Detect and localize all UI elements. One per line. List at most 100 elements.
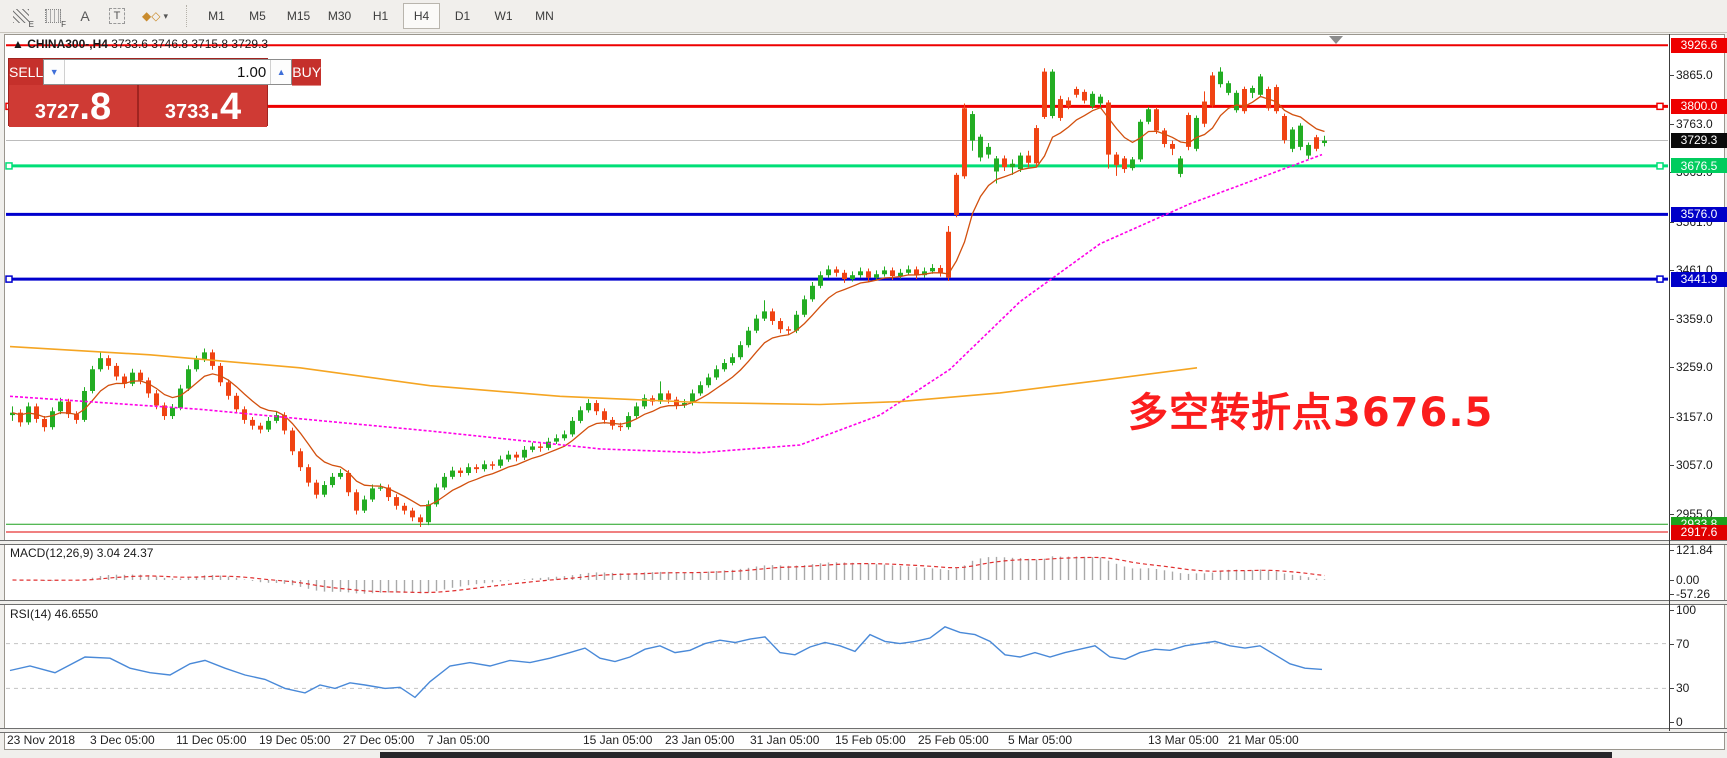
main-macd-splitter[interactable] <box>0 540 1727 545</box>
indicators-dropdown-icon[interactable]: ◆◇ ▾ <box>136 4 174 28</box>
rsi-panel[interactable] <box>4 604 1665 728</box>
rsi-tick: 70 <box>1676 636 1690 651</box>
price-badge: 3926.6 <box>1671 37 1727 53</box>
time-axis-label: 7 Jan 05:00 <box>427 733 490 747</box>
price-tick: 3865.0 <box>1676 68 1713 82</box>
chevron-down-icon: ▾ <box>163 10 168 21</box>
rsi-tick-mark <box>1669 643 1674 645</box>
buy-price[interactable]: 3733 .4 <box>139 85 267 127</box>
icon-f-subscript: F <box>61 20 66 29</box>
price-badge: 3441.9 <box>1671 271 1727 287</box>
one-click-trading-panel: SELL ▼ ▲ BUY 3727 .8 3733 .4 <box>8 58 322 127</box>
rsi-tick-mark <box>1669 722 1674 723</box>
price-tick-mark <box>1669 416 1674 418</box>
price-tick: 3057.0 <box>1676 457 1713 472</box>
timeframe-w1[interactable]: W1 <box>494 9 513 23</box>
macd-rsi-splitter[interactable] <box>0 600 1727 605</box>
price-tick: 3259.0 <box>1676 360 1713 375</box>
time-axis-label: 21 Mar 05:00 <box>1228 733 1299 747</box>
time-axis-label: 13 Mar 05:00 <box>1148 733 1219 747</box>
text-box-icon[interactable]: T <box>104 4 130 28</box>
price-tick-mark <box>1669 464 1674 466</box>
letter-a-glyph: A <box>80 8 90 24</box>
macd-label: MACD(12,26,9) 3.04 24.37 <box>10 546 154 560</box>
timeframe-m30[interactable]: M30 <box>327 9 352 23</box>
macd-tick: 0.00 <box>1676 573 1700 587</box>
timeframe-m5[interactable]: M5 <box>249 9 266 23</box>
price-tick-mark <box>1669 319 1674 321</box>
volume-increase-icon[interactable]: ▲ <box>270 60 292 84</box>
time-axis-label: 15 Feb 05:00 <box>835 733 906 747</box>
time-axis-label: 15 Jan 05:00 <box>583 733 653 747</box>
volume-decrease-icon[interactable]: ▼ <box>44 60 66 84</box>
price-badge: 2917.6 <box>1671 524 1727 540</box>
time-axis-label: 27 Dec 05:00 <box>343 733 415 747</box>
price-tick: 3157.0 <box>1676 409 1713 424</box>
time-axis-label: 3 Dec 05:00 <box>90 733 155 747</box>
macd-tick: 121.84 <box>1676 542 1713 557</box>
sell-price[interactable]: 3727 .8 <box>9 85 139 127</box>
rsi-tick-mark <box>1669 610 1674 611</box>
time-axis-label: 31 Jan 05:00 <box>750 733 820 747</box>
buy-price-pip: .4 <box>209 86 242 128</box>
price-tick-mark <box>1669 75 1674 76</box>
price-badge: 3800.0 <box>1671 98 1727 114</box>
time-axis-label: 19 Dec 05:00 <box>259 733 331 747</box>
rsi-axis-splitter <box>0 728 1727 733</box>
text-label-icon[interactable]: A <box>72 4 98 28</box>
time-axis-label: 11 Dec 05:00 <box>176 733 247 747</box>
time-axis-label: 23 Nov 2018 <box>7 733 76 747</box>
price-badge: 3729.3 <box>1671 132 1727 148</box>
bottom-taskbar-strip <box>380 752 1612 758</box>
sell-button[interactable]: SELL <box>9 59 44 86</box>
rsi-label: RSI(14) 46.6550 <box>10 607 99 621</box>
sell-price-pip: .8 <box>79 86 112 128</box>
price-tick: 3359.0 <box>1676 312 1713 327</box>
letter-t-glyph: T <box>109 8 125 24</box>
time-axis-label: 23 Jan 05:00 <box>665 733 735 747</box>
price-badge: 3676.5 <box>1671 158 1727 174</box>
macd-tick-mark <box>1669 594 1674 596</box>
toolbar-separator <box>186 5 188 27</box>
grid-glyph <box>45 9 61 23</box>
symbol-name: CHINA300-,H4 <box>27 37 108 51</box>
symbol-ohlc: 3733.6 3746.8 3715.8 3729.3 <box>111 37 269 51</box>
timeframe-h4[interactable]: H4 <box>403 3 440 29</box>
price-tick-mark <box>1669 124 1674 126</box>
fibonacci-grid-icon[interactable]: F <box>40 4 66 29</box>
macd-tick: -57.26 <box>1676 587 1711 602</box>
price-tick: 3763.0 <box>1676 117 1713 132</box>
time-axis-label: 5 Mar 05:00 <box>1008 733 1073 747</box>
timeframe-mn[interactable]: MN <box>535 9 554 23</box>
hatch-glyph <box>13 9 29 23</box>
chart-shift-marker-icon[interactable] <box>1329 36 1343 44</box>
rsi-tick-mark <box>1669 688 1674 690</box>
macd-tick-mark <box>1669 580 1674 581</box>
timeframe-m15[interactable]: M15 <box>286 9 311 23</box>
rsi-tick: 0 <box>1676 715 1683 729</box>
macd-tick-mark <box>1669 549 1674 551</box>
price-axis-separator[interactable] <box>1669 34 1670 731</box>
rsi-tick: 30 <box>1676 681 1690 696</box>
price-tick-mark <box>1669 513 1674 515</box>
volume-input[interactable] <box>65 60 271 84</box>
symbol-title: ▲ CHINA300-,H4 3733.6 3746.8 3715.8 3729… <box>12 37 268 51</box>
price-tick-mark <box>1669 221 1674 223</box>
buy-button[interactable]: BUY <box>292 59 322 86</box>
chart-annotation-text[interactable]: 多空转折点3676.5 <box>1128 390 1494 436</box>
time-axis-label: 25 Feb 05:00 <box>918 733 989 747</box>
timeframe-h1[interactable]: H1 <box>372 9 389 23</box>
macd-panel[interactable] <box>4 544 1665 600</box>
timeframe-m1[interactable]: M1 <box>208 9 225 23</box>
collapse-triangle-icon[interactable]: ▲ <box>12 37 24 51</box>
diamond-glyph: ◆◇ <box>142 9 161 23</box>
price-tick-mark <box>1669 367 1674 369</box>
timeframe-d1[interactable]: D1 <box>454 9 471 23</box>
buy-price-main: 3733 <box>164 101 210 123</box>
toolbar: E F A T ◆◇ ▾ M1 M5 M15 M30 H1 H4 D1 W1 M… <box>0 0 1727 33</box>
icon-e-subscript: E <box>28 20 34 29</box>
sell-price-main: 3727 <box>34 101 80 123</box>
price-tick-mark <box>1669 269 1674 271</box>
expert-advisor-icon[interactable]: E <box>8 4 34 29</box>
